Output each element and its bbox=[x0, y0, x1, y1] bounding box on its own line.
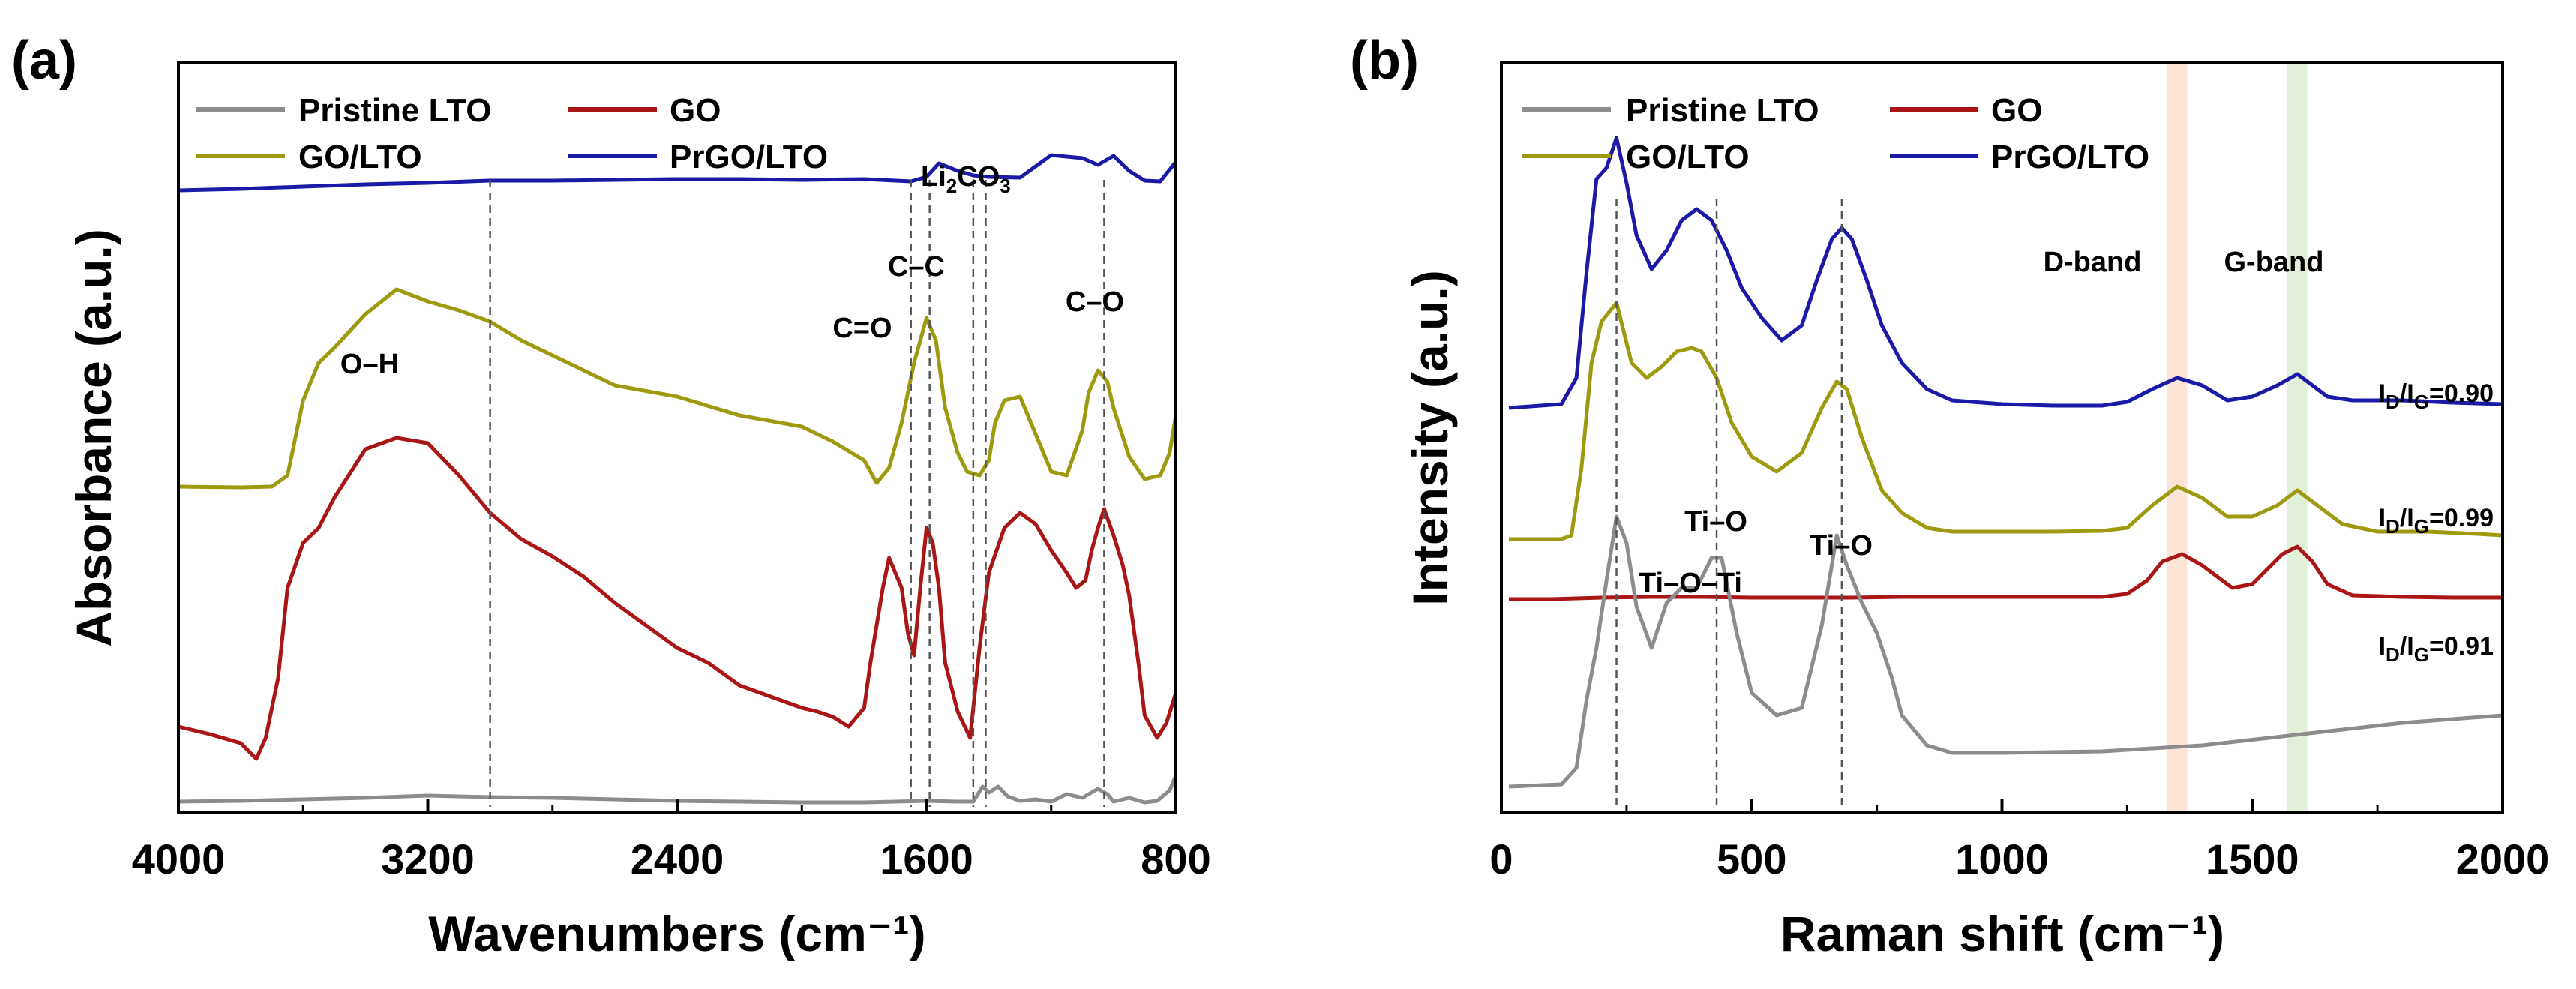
ratio-sub-g: G bbox=[2414, 515, 2429, 538]
series-line-prgo-lto bbox=[1508, 136, 2503, 410]
panel-a-x-axis-title: Wavenumbers (cm⁻¹) bbox=[428, 906, 925, 961]
panel-a-tick-label: 3200 bbox=[381, 835, 475, 883]
panel-b-x-axis-title: Raman shift (cm⁻¹) bbox=[1780, 906, 2224, 961]
panel-b-legend: Pristine LTO GO GO/LTO PrGO/LTO bbox=[1522, 92, 2149, 175]
annotation-ti-o-2: Ti–O bbox=[1810, 530, 1873, 562]
ratio-slash-i: /I bbox=[2400, 504, 2414, 532]
ratio-go-lto: ID/IG=0.99 bbox=[2379, 504, 2494, 538]
ratio-sub-d: D bbox=[2386, 515, 2400, 538]
series-line-pristine-lto bbox=[178, 775, 1178, 805]
legend-label-go: GO bbox=[1991, 92, 2042, 129]
ratio-i: I bbox=[2379, 504, 2386, 532]
panel-b-plot-frame bbox=[1500, 61, 2504, 814]
panel-b-tick-label: 2000 bbox=[2456, 835, 2550, 883]
ratio-prgo-lto: ID/IG=0.90 bbox=[2379, 379, 2494, 413]
panel-b-tick-label: 500 bbox=[1717, 835, 1786, 883]
annotation-o-h: O–H bbox=[340, 349, 399, 380]
panel-a: (a) 4000 3200 2400 1600 800 Wavenumbers … bbox=[11, 31, 1211, 961]
series-line-go bbox=[1509, 544, 2503, 601]
annotation-c-double-o: C=O bbox=[832, 313, 892, 344]
panel-a-dashed-markers bbox=[489, 180, 1105, 807]
annotation-ti-o-1: Ti–O bbox=[1684, 506, 1747, 538]
ratio-i: I bbox=[2379, 379, 2386, 408]
legend-label-prgo-lto: PrGO/LTO bbox=[1991, 139, 2149, 175]
ratio-go: ID/IG=0.91 bbox=[2379, 632, 2494, 666]
panel-a-legend: Pristine LTO GO GO/LTO PrGO/LTO bbox=[196, 92, 828, 175]
annotation-c-o: C–O bbox=[1066, 286, 1124, 318]
series-line-go bbox=[178, 436, 1178, 761]
legend-label-pristine-lto: Pristine LTO bbox=[298, 92, 492, 129]
d-band-highlight bbox=[2167, 64, 2188, 811]
li2co3-sub-3: 3 bbox=[1000, 175, 1010, 197]
legend-label-pristine-lto: Pristine LTO bbox=[1626, 92, 1819, 129]
panel-b-tick-label: 0 bbox=[1489, 835, 1513, 883]
legend-label-prgo-lto: PrGO/LTO bbox=[670, 139, 828, 175]
ratio-value: =0.99 bbox=[2429, 504, 2494, 532]
panel-a-label: (a) bbox=[11, 31, 77, 91]
legend-label-go: GO bbox=[670, 92, 721, 129]
panel-a-tick-label: 4000 bbox=[132, 835, 226, 883]
panel-a-tick-label: 2400 bbox=[631, 835, 724, 883]
legend-label-go-lto: GO/LTO bbox=[298, 139, 422, 175]
panel-b-tick-label: 1500 bbox=[2206, 835, 2299, 883]
panel-b-series-group bbox=[1508, 136, 2503, 789]
series-line-go-lto bbox=[1509, 301, 2503, 541]
panel-b-y-axis-title: Intensity (a.u.) bbox=[1402, 270, 1458, 605]
annotation-d-band: D-band bbox=[2044, 247, 2142, 278]
panel-a-y-axis-title: Absorbance (a.u.) bbox=[66, 229, 121, 646]
ratio-sub-g: G bbox=[2414, 391, 2429, 413]
ratio-value: =0.91 bbox=[2429, 632, 2494, 661]
panel-a-series-group bbox=[178, 153, 1178, 805]
ratio-value: =0.90 bbox=[2429, 379, 2494, 408]
series-line-prgo-lto bbox=[178, 153, 1177, 193]
panel-b-tick-label: 1000 bbox=[1955, 835, 2049, 883]
series-line-go-lto bbox=[178, 287, 1178, 490]
panel-b-dashed-markers bbox=[1615, 199, 1843, 807]
ratio-sub-d: D bbox=[2386, 391, 2400, 413]
ratio-sub-d: D bbox=[2386, 643, 2400, 666]
panel-a-tick-label: 800 bbox=[1141, 835, 1210, 883]
panel-b-label: (b) bbox=[1350, 31, 1419, 91]
legend-label-go-lto: GO/LTO bbox=[1626, 139, 1750, 175]
ratio-slash-i: /I bbox=[2400, 379, 2414, 408]
panel-b-x-ticks bbox=[1500, 799, 2504, 813]
li2co3-sub-2: 2 bbox=[946, 175, 957, 197]
annotation-c-c: C–C bbox=[888, 251, 945, 283]
panel-b: (b) 0 500 1000 1500 2000 Raman shift (cm… bbox=[1350, 31, 2549, 961]
annotation-li2co3: Li2CO3 bbox=[921, 161, 1011, 197]
annotation-ti-o-ti: Ti–O–Ti bbox=[1639, 568, 1742, 599]
g-band-highlight bbox=[2287, 64, 2308, 811]
panel-a-x-ticks bbox=[177, 799, 1177, 813]
panel-a-tick-label: 1600 bbox=[880, 835, 973, 883]
panel-b-band-highlights bbox=[2167, 64, 2308, 811]
ratio-sub-g: G bbox=[2414, 643, 2429, 666]
li2co3-li: Li bbox=[921, 161, 946, 193]
li2co3-co: CO bbox=[957, 161, 1000, 193]
ratio-i: I bbox=[2379, 632, 2386, 661]
annotation-g-band: G-band bbox=[2224, 247, 2324, 278]
ratio-slash-i: /I bbox=[2400, 632, 2414, 661]
series-line-pristine-lto bbox=[1508, 514, 2503, 789]
